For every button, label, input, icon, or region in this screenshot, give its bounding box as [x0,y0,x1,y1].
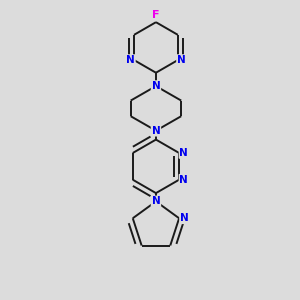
Text: N: N [179,148,188,158]
Text: F: F [152,10,160,20]
Text: N: N [152,81,160,91]
Text: N: N [177,55,186,65]
Text: N: N [180,213,189,223]
Text: N: N [126,55,135,65]
Text: N: N [152,126,160,136]
Text: N: N [179,175,188,185]
Text: N: N [152,196,160,206]
